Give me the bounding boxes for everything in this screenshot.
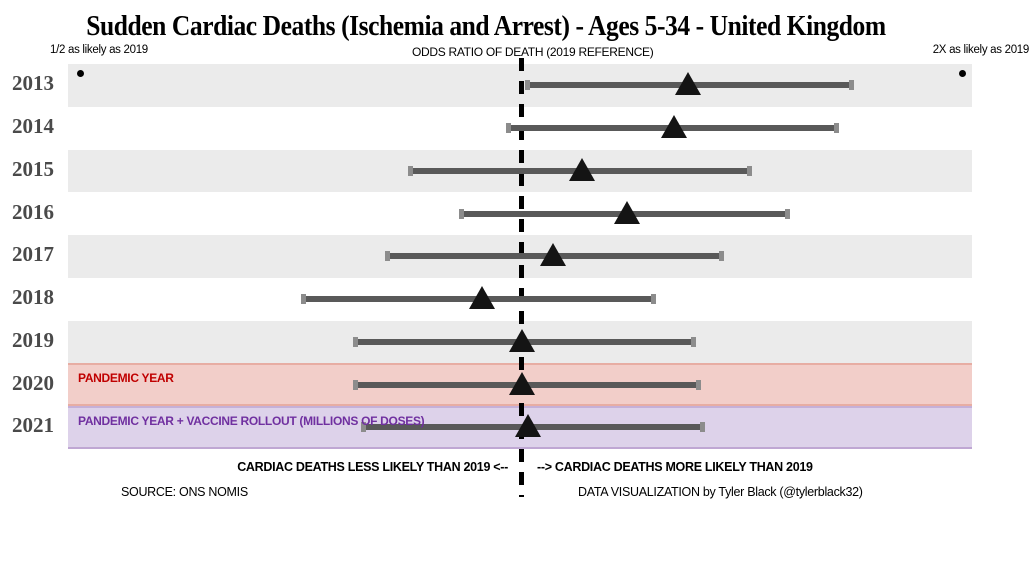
axis-label-half-as-likely: 1/2 as likely as 2019 — [50, 44, 148, 56]
year-label-2018: 2018 — [12, 285, 54, 310]
ci-cap-right-2014 — [833, 123, 839, 134]
or-marker-2021 — [514, 414, 541, 438]
row-annotation-2020: PANDEMIC YEAR — [78, 371, 174, 386]
axis-label-odds-ratio: ODDS RATIO OF DEATH (2019 REFERENCE) — [412, 45, 654, 59]
source-credit: SOURCE: ONS NOMIS — [121, 485, 248, 499]
year-label-2015: 2015 — [12, 156, 54, 181]
ci-cap-left-2017 — [384, 251, 390, 262]
annotation-less-likely: CARDIAC DEATHS LESS LIKELY THAN 2019 <-- — [237, 460, 508, 474]
year-label-2016: 2016 — [12, 199, 54, 224]
or-marker-2017 — [539, 243, 566, 267]
or-marker-2013 — [675, 72, 702, 96]
year-label-2019: 2019 — [12, 327, 54, 352]
ci-cap-left-2016 — [458, 208, 464, 219]
or-marker-2020 — [508, 371, 535, 395]
ci-cap-right-2013 — [849, 80, 855, 91]
or-marker-2014 — [660, 115, 687, 139]
ci-cap-left-2015 — [408, 165, 414, 176]
ci-cap-left-2019 — [352, 336, 358, 347]
reference-line-or-1 — [519, 58, 524, 497]
ci-cap-left-2018 — [301, 294, 307, 305]
year-label-2021: 2021 — [12, 413, 54, 438]
ci-cap-right-2020 — [695, 379, 701, 390]
year-label-2020: 2020 — [12, 370, 54, 395]
annotation-more-likely: --> CARDIAC DEATHS MORE LIKELY THAN 2019 — [537, 460, 813, 474]
or-marker-2016 — [613, 200, 640, 224]
or-marker-2015 — [569, 157, 596, 181]
chart-title: Sudden Cardiac Deaths (Ischemia and Arre… — [86, 10, 886, 42]
visualization-credit: DATA VISUALIZATION by Tyler Black (@tyle… — [578, 485, 863, 499]
ci-cap-right-2021 — [700, 422, 706, 433]
year-label-2013: 2013 — [12, 71, 54, 96]
or-marker-2019 — [508, 328, 535, 352]
ci-cap-right-2018 — [650, 294, 656, 305]
year-label-2014: 2014 — [12, 114, 54, 139]
ci-cap-left-2020 — [352, 379, 358, 390]
reference-dot-double — [959, 69, 966, 77]
ci-cap-right-2019 — [690, 336, 696, 347]
ci-cap-right-2016 — [785, 208, 791, 219]
reference-dot-half — [77, 69, 84, 77]
ci-cap-right-2015 — [746, 165, 752, 176]
ci-cap-left-2013 — [525, 80, 531, 91]
axis-label-twice-as-likely: 2X as likely as 2019 — [932, 44, 1030, 56]
or-marker-2018 — [469, 286, 496, 310]
ci-cap-left-2014 — [506, 123, 512, 134]
ci-cap-right-2017 — [719, 251, 725, 262]
year-label-2017: 2017 — [12, 242, 54, 267]
ci-cap-left-2021 — [360, 422, 366, 433]
row-annotation-2021: PANDEMIC YEAR + VACCINE ROLLOUT (MILLION… — [78, 414, 425, 428]
